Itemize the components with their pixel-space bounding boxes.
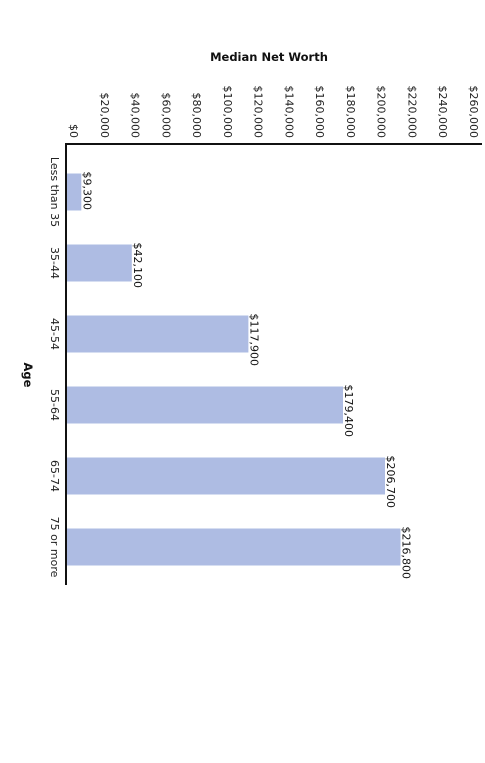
- x-tick-label: $240,000: [436, 86, 449, 139]
- x-tick-label: $20,000: [98, 93, 111, 139]
- bar: [67, 457, 385, 495]
- category-label: 55-64: [48, 389, 61, 421]
- x-axis-ticks: $0 $20,000 $40,000 $60,000 $80,000 $100,000 $1…: [67, 86, 480, 139]
- x-tick-label: $140,000: [282, 86, 295, 139]
- category-label: Less than 35: [48, 157, 61, 227]
- x-tick-label: $100,000: [221, 86, 234, 139]
- x-tick-label: $0: [67, 124, 80, 138]
- bar: [67, 528, 401, 566]
- x-tick-label: $260,000: [467, 86, 480, 139]
- x-tick-label: $220,000: [406, 86, 419, 139]
- data-labels: $9,300 $42,100 $117,900 $179,400 $206,700 $21…: [80, 172, 412, 580]
- data-label: $9,300: [80, 172, 93, 211]
- category-labels: Less than 35 35-44 45-54 55-64 65-74 75 or mo…: [48, 157, 61, 578]
- data-label: $216,800: [400, 527, 413, 580]
- data-label: $117,900: [247, 314, 260, 367]
- bar: [67, 386, 343, 424]
- bar: [67, 173, 82, 211]
- x-tick-label: $60,000: [159, 93, 172, 139]
- bars: [67, 173, 401, 566]
- x-tick-label: $160,000: [313, 86, 326, 139]
- bar: [67, 315, 249, 353]
- data-label: $179,400: [342, 385, 355, 438]
- category-label: 45-54: [48, 318, 61, 350]
- x-axis-title: Median Net Worth: [210, 50, 328, 64]
- x-tick-label: $180,000: [344, 86, 357, 139]
- x-tick-label: $200,000: [375, 86, 388, 139]
- x-tick-label: $40,000: [129, 93, 142, 139]
- category-label: 35-44: [48, 247, 61, 279]
- data-label: $206,700: [384, 456, 397, 509]
- category-label: 75 or more: [48, 517, 61, 578]
- data-label: $42,100: [131, 243, 144, 289]
- bar: [67, 244, 132, 282]
- x-tick-label: $120,000: [252, 86, 265, 139]
- category-label: 65-74: [48, 460, 61, 492]
- x-tick-label: $80,000: [190, 93, 203, 139]
- y-axis-title: Age: [21, 363, 35, 388]
